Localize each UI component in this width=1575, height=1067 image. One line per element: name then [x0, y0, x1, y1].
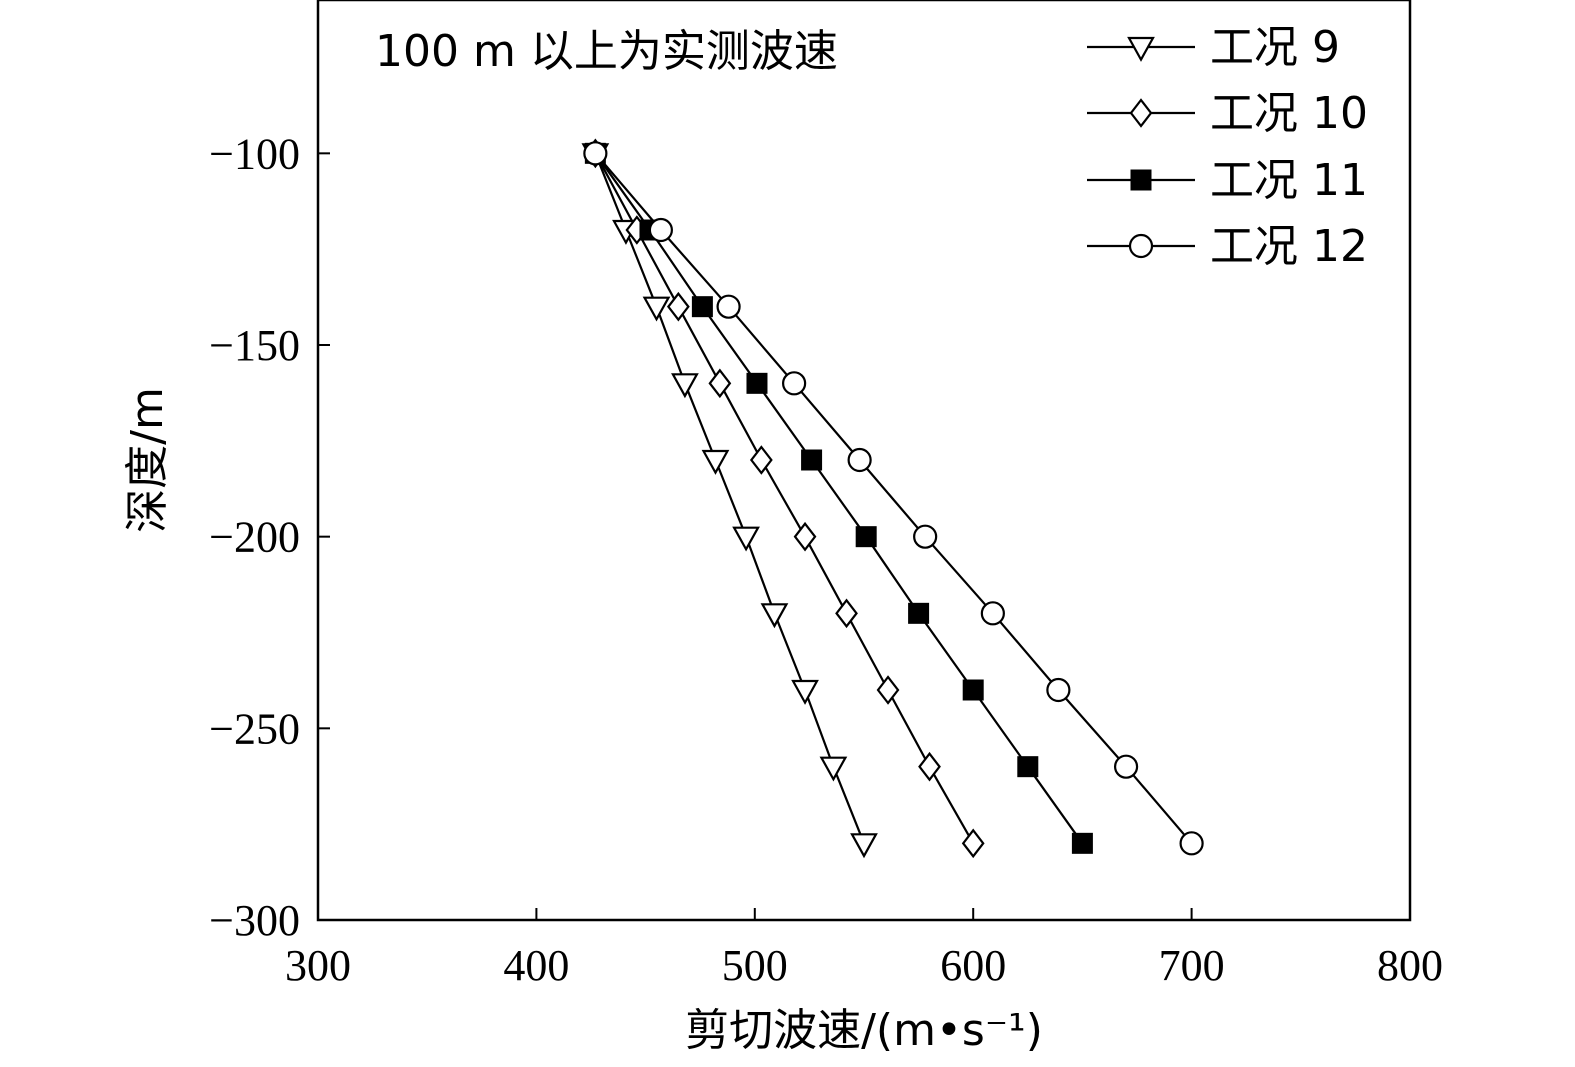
data-point-series-3 — [1017, 756, 1039, 778]
data-point-series-1 — [850, 833, 878, 859]
legend-marker — [1128, 233, 1154, 259]
y-axis-label: 深度/m — [122, 387, 173, 533]
data-point-series-3 — [801, 449, 823, 471]
data-point-series-4 — [980, 601, 1005, 626]
legend-marker — [1129, 98, 1153, 128]
y-tick-label: −150 — [209, 321, 300, 370]
series-line-3 — [594, 152, 1084, 844]
x-axis-label: 剪切波速/(m•s⁻¹) — [685, 1005, 1043, 1056]
data-point-series-4 — [1179, 831, 1204, 856]
x-tick-label: 800 — [1377, 941, 1443, 990]
data-point-series-3 — [908, 602, 930, 624]
data-point-series-2 — [749, 445, 773, 475]
y-tick-label: −100 — [209, 129, 300, 178]
data-point-series-2 — [793, 521, 817, 552]
data-point-series-1 — [642, 296, 671, 322]
data-point-series-1 — [701, 449, 730, 475]
data-point-series-4 — [913, 524, 938, 549]
data-point-series-3 — [1071, 832, 1093, 854]
y-tick-label: −250 — [209, 704, 300, 753]
data-point-series-3 — [746, 372, 768, 394]
y-tick-label: −300 — [209, 896, 300, 945]
data-point-series-2 — [708, 368, 732, 399]
series-line-1 — [594, 152, 866, 844]
data-point-series-2 — [918, 751, 941, 782]
axis-ticks: 300 400 500 600 700 800 −100 −150 −200 −250 −300 — [209, 129, 1443, 990]
data-point-series-1 — [732, 526, 760, 552]
legend-marker — [1130, 169, 1152, 191]
x-tick-label: 400 — [503, 941, 569, 990]
data-point-series-2 — [876, 675, 900, 705]
series-markers — [581, 138, 1204, 859]
data-point-series-1 — [819, 756, 848, 782]
data-point-series-2 — [961, 828, 985, 859]
legend-label: 工况 11 — [1210, 155, 1368, 206]
data-point-series-4 — [1113, 754, 1139, 779]
data-point-series-1 — [671, 373, 699, 399]
data-point-series-2 — [666, 291, 690, 322]
data-point-series-3 — [962, 679, 984, 701]
data-point-series-4 — [782, 371, 807, 396]
y-tick-label: −200 — [209, 513, 300, 562]
data-point-series-4 — [583, 141, 608, 166]
legend: 工况 9 工况 10 工况 11 工况 12 — [1087, 22, 1368, 272]
plot-frame — [316, 0, 1412, 922]
data-point-series-1 — [791, 679, 819, 705]
series-lines — [594, 152, 1193, 845]
x-tick-label: 700 — [1159, 941, 1225, 990]
legend-label: 工况 10 — [1210, 88, 1368, 139]
legend-label: 工况 9 — [1210, 22, 1340, 73]
legend-marker — [1127, 36, 1155, 62]
series-line-4 — [594, 152, 1193, 845]
x-tick-label: 300 — [285, 941, 351, 990]
series-line-2 — [594, 152, 975, 844]
data-point-series-4 — [1046, 677, 1071, 703]
annotation: 100 m 以上为实测波速 — [375, 26, 838, 77]
x-tick-label: 500 — [722, 941, 788, 990]
legend-label: 工况 12 — [1210, 221, 1368, 272]
data-point-series-4 — [716, 294, 741, 319]
data-point-series-2 — [835, 598, 858, 629]
data-point-series-3 — [855, 526, 877, 548]
data-point-series-4 — [648, 217, 673, 243]
data-point-series-4 — [847, 447, 872, 473]
data-point-series-1 — [760, 603, 789, 629]
x-tick-label: 600 — [940, 941, 1006, 990]
data-point-series-3 — [691, 296, 713, 318]
